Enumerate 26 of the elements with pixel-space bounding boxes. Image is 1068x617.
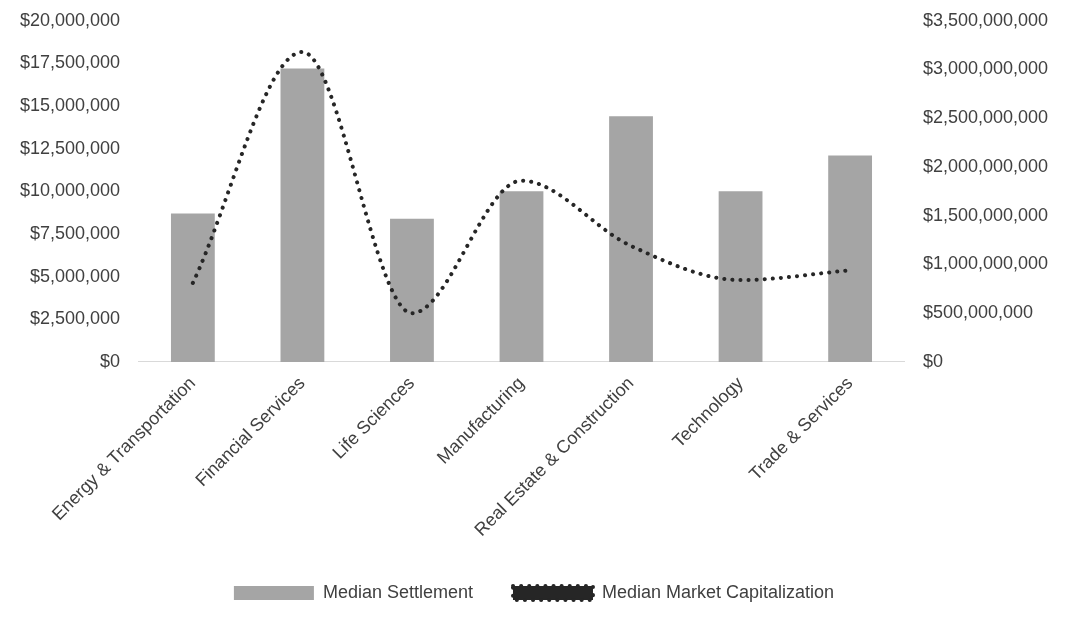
y-tick-label: $5,000,000: [30, 265, 121, 286]
y-tick-label: $2,500,000: [30, 308, 121, 329]
y-tick-label: $10,000,000: [19, 180, 121, 201]
y2-tick-label: $3,500,000,000: [922, 9, 1048, 30]
y2-tick-label: $3,000,000,000: [922, 58, 1048, 79]
bar: [390, 218, 434, 362]
bar: [499, 191, 544, 362]
y2-tick-label: $1,000,000,000: [922, 253, 1048, 274]
y2-tick-label: $1,500,000,000: [922, 204, 1048, 225]
y2-tick-label: $500,000,000: [922, 302, 1033, 323]
y-tick-label: $0: [100, 350, 121, 371]
bar: [718, 191, 763, 362]
y2-tick-label: $2,000,000,000: [922, 155, 1048, 176]
y-tick-label: $7,500,000: [30, 222, 121, 243]
bar: [170, 213, 215, 362]
bar: [828, 155, 873, 362]
y-tick-label: $20,000,000: [19, 9, 121, 30]
y-tick-label: $17,500,000: [19, 52, 121, 73]
y-tick-label: $12,500,000: [19, 137, 121, 158]
bar: [609, 116, 653, 362]
y2-tick-label: $0: [922, 350, 943, 371]
bar: [280, 68, 325, 362]
legend-label: Median Settlement: [322, 581, 473, 602]
legend-label: Median Market Capitalization: [601, 581, 835, 602]
y-tick-label: $15,000,000: [19, 95, 121, 116]
y2-tick-label: $2,500,000,000: [922, 107, 1048, 128]
